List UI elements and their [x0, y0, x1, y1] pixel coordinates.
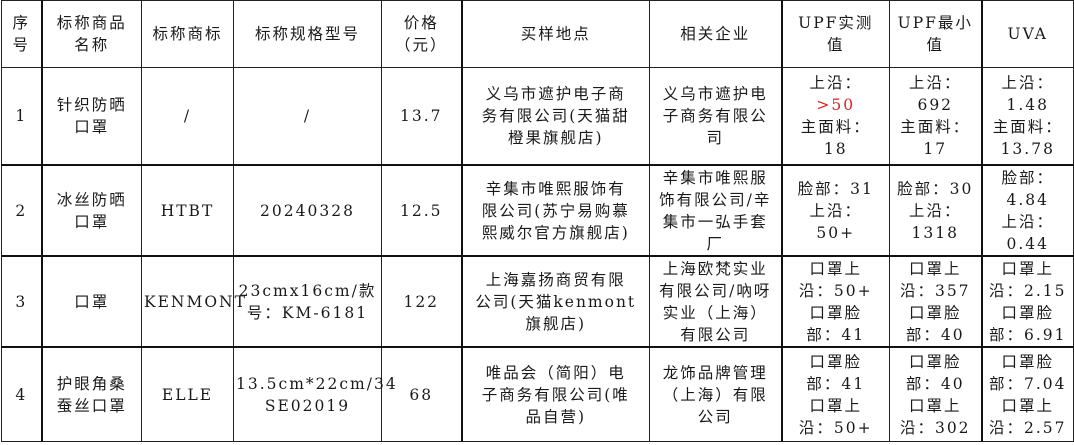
- header-upf-min: UPF最小 值: [889, 0, 982, 68]
- cell-name: 冰丝防晒 口罩: [40, 164, 142, 257]
- cell-no: 3: [1, 255, 42, 348]
- upf-prefix: 口罩脸 部：41 口罩上 沿：50+: [798, 352, 873, 437]
- cell-spec: 23cmx16cm/款 号：KM-6181: [233, 255, 382, 348]
- header-uva: UVA: [980, 0, 1074, 68]
- header-place: 买样地点: [460, 0, 650, 68]
- header-price: 价格 （元）: [381, 0, 462, 68]
- cell-price: 68: [381, 346, 462, 442]
- table-row: 1 针织防晒 口罩 / / 13.7 义乌市遮护电子商 务有限公司(天猫甜 橙果…: [1, 67, 1074, 166]
- cell-upf-measured: 口罩脸 部：41 口罩上 沿：50+: [780, 346, 890, 442]
- cell-no: 4: [1, 346, 42, 442]
- cell-upf-min: 脸部：30 上沿： 1318: [889, 164, 982, 257]
- cell-upf-min: 上沿： 692 主面料： 17: [889, 67, 982, 166]
- cell-place: 辛集市唯熙服饰有 限公司(苏宁易购慕 熙威尔官方旗舰店): [460, 164, 650, 257]
- header-row: 序 号 标称商品 名称 标称商标 标称规格型号 价格 （元） 买样地点 相关企业…: [1, 0, 1074, 68]
- cell-no: 1: [1, 67, 42, 166]
- upf-prefix: 口罩上 沿：50+ 口罩脸 部：41: [798, 259, 873, 344]
- upf-prefix: 脸部：31 上沿： 50+: [797, 179, 874, 242]
- cell-company: 辛集市唯熙服 饰有限公司/辛 集市一弘手套 厂: [649, 164, 782, 257]
- table-row: 3 口罩 KENMONT 23cmx16cm/款 号：KM-6181 122 上…: [1, 255, 1074, 348]
- cell-company: 义乌市遮护电 子商务有限公 司: [649, 67, 782, 166]
- cell-place: 义乌市遮护电子商 务有限公司(天猫甜 橙果旗舰店): [460, 67, 650, 166]
- cell-brand: ELLE: [141, 346, 234, 442]
- cell-company: 上海欧梵实业 有限公司/吶呀 实业（上海） 有限公司: [649, 255, 782, 348]
- table-row: 4 护眼角桑 蚕丝口罩 ELLE 13.5cm*22cm/34 SE02019 …: [1, 346, 1074, 442]
- cell-brand: HTBT: [141, 164, 234, 257]
- upf-prefix: 上沿：: [809, 74, 862, 92]
- cell-company: 龙饰品牌管理 （上海）有限 公司: [649, 346, 782, 442]
- cell-place: 上海嘉扬商贸有限 公司(天猫kenmont 旗舰店): [460, 255, 650, 348]
- cell-name: 针织防晒 口罩: [40, 67, 142, 166]
- cell-upf-measured: 口罩上 沿：50+ 口罩脸 部：41: [780, 255, 890, 348]
- cell-no: 2: [1, 164, 42, 257]
- header-brand: 标称商标: [141, 0, 234, 68]
- cell-name: 护眼角桑 蚕丝口罩: [40, 346, 142, 442]
- cell-upf-min: 口罩脸 部：40 口罩上 沿：302: [889, 346, 982, 442]
- cell-price: 122: [381, 255, 462, 348]
- cell-name: 口罩: [40, 255, 142, 348]
- upf-highlight: >50: [816, 96, 856, 114]
- table-row: 2 冰丝防晒 口罩 HTBT 20240328 12.5 辛集市唯熙服饰有 限公…: [1, 164, 1074, 257]
- cell-spec: /: [233, 67, 382, 166]
- header-spec: 标称规格型号: [233, 0, 382, 68]
- cell-uva: 口罩脸 部：7.04 口罩上 沿：2.57: [980, 346, 1074, 442]
- cell-place: 唯品会（简阳）电 子商务有限公司(唯 品自营): [460, 346, 650, 442]
- cell-brand: /: [141, 67, 234, 166]
- cell-uva: 脸部： 4.84 上沿： 0.44: [980, 164, 1074, 257]
- cell-price: 13.7: [381, 67, 462, 166]
- upf-rest: 主面料： 18: [800, 118, 871, 158]
- cell-upf-min: 口罩上 沿：357 口罩脸 部：40: [889, 255, 982, 348]
- cell-spec: 20240328: [233, 164, 382, 257]
- cell-upf-measured: 脸部：31 上沿： 50+: [780, 164, 890, 257]
- header-upf-measured: UPF实测 值: [780, 0, 890, 68]
- cell-price: 12.5: [381, 164, 462, 257]
- cell-uva: 口罩上 沿：2.15 口罩脸 部：6.91: [980, 255, 1074, 348]
- header-no: 序 号: [1, 0, 42, 68]
- cell-brand: KENMONT: [141, 255, 245, 348]
- header-name: 标称商品 名称: [40, 0, 142, 68]
- cell-spec: 13.5cm*22cm/34 SE02019: [233, 346, 396, 442]
- cell-uva: 上沿： 1.48 主面料： 13.78: [980, 67, 1074, 166]
- header-company: 相关企业: [649, 0, 782, 68]
- cell-upf-measured: 上沿： >50 主面料： 18: [780, 67, 890, 166]
